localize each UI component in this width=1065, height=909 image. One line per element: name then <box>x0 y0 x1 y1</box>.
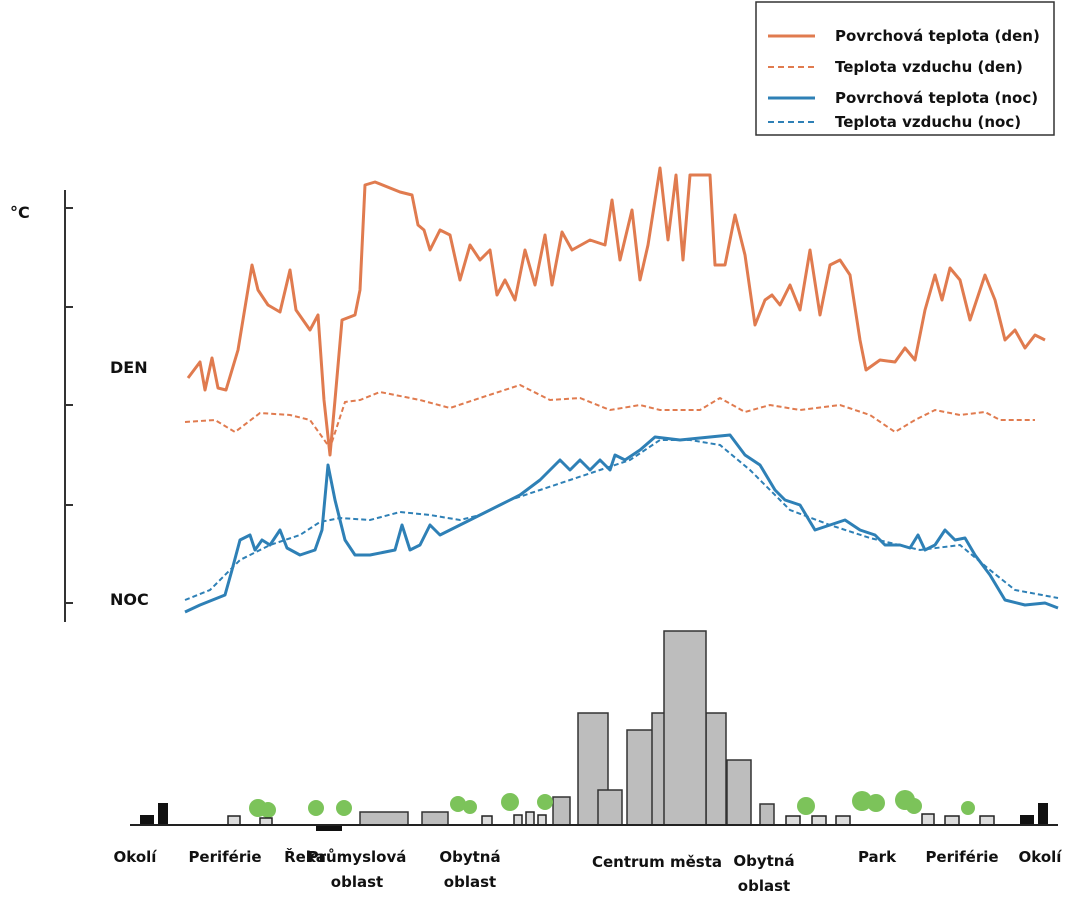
legend-label: Teplota vzduchu (den) <box>835 58 1023 76</box>
zone-label: Průmyslová <box>308 848 407 866</box>
zone-label: Periférie <box>925 848 998 866</box>
legend-label: Povrchová teplota (den) <box>835 27 1040 45</box>
zone-label: oblast <box>444 873 496 891</box>
night-air-curve <box>184 439 1059 601</box>
axis <box>64 190 73 622</box>
zone-label: Obytná <box>439 848 500 866</box>
zone-label: Okolí <box>114 848 158 866</box>
legend-label: Teplota vzduchu (noc) <box>835 113 1021 131</box>
landscape <box>130 630 1058 831</box>
day-air-curve <box>184 383 1035 451</box>
day-label: DEN <box>110 358 148 377</box>
zone-label: Centrum města <box>592 853 722 871</box>
night-surface-curve <box>184 433 1059 614</box>
day-surface-curve <box>186 166 1046 457</box>
zone-label: Park <box>858 848 897 866</box>
zone-label: Okolí <box>1019 848 1063 866</box>
zone-label: Periférie <box>188 848 261 866</box>
legend-label: Povrchová teplota (noc) <box>835 89 1038 107</box>
axis-unit: °C <box>10 203 30 222</box>
zone-label: oblast <box>738 877 790 895</box>
zone-label: Řeka <box>284 847 326 866</box>
zone-label: oblast <box>331 873 383 891</box>
zone-label: Obytná <box>733 852 794 870</box>
legend-box <box>755 1 1055 136</box>
night-label: NOC <box>110 590 149 609</box>
